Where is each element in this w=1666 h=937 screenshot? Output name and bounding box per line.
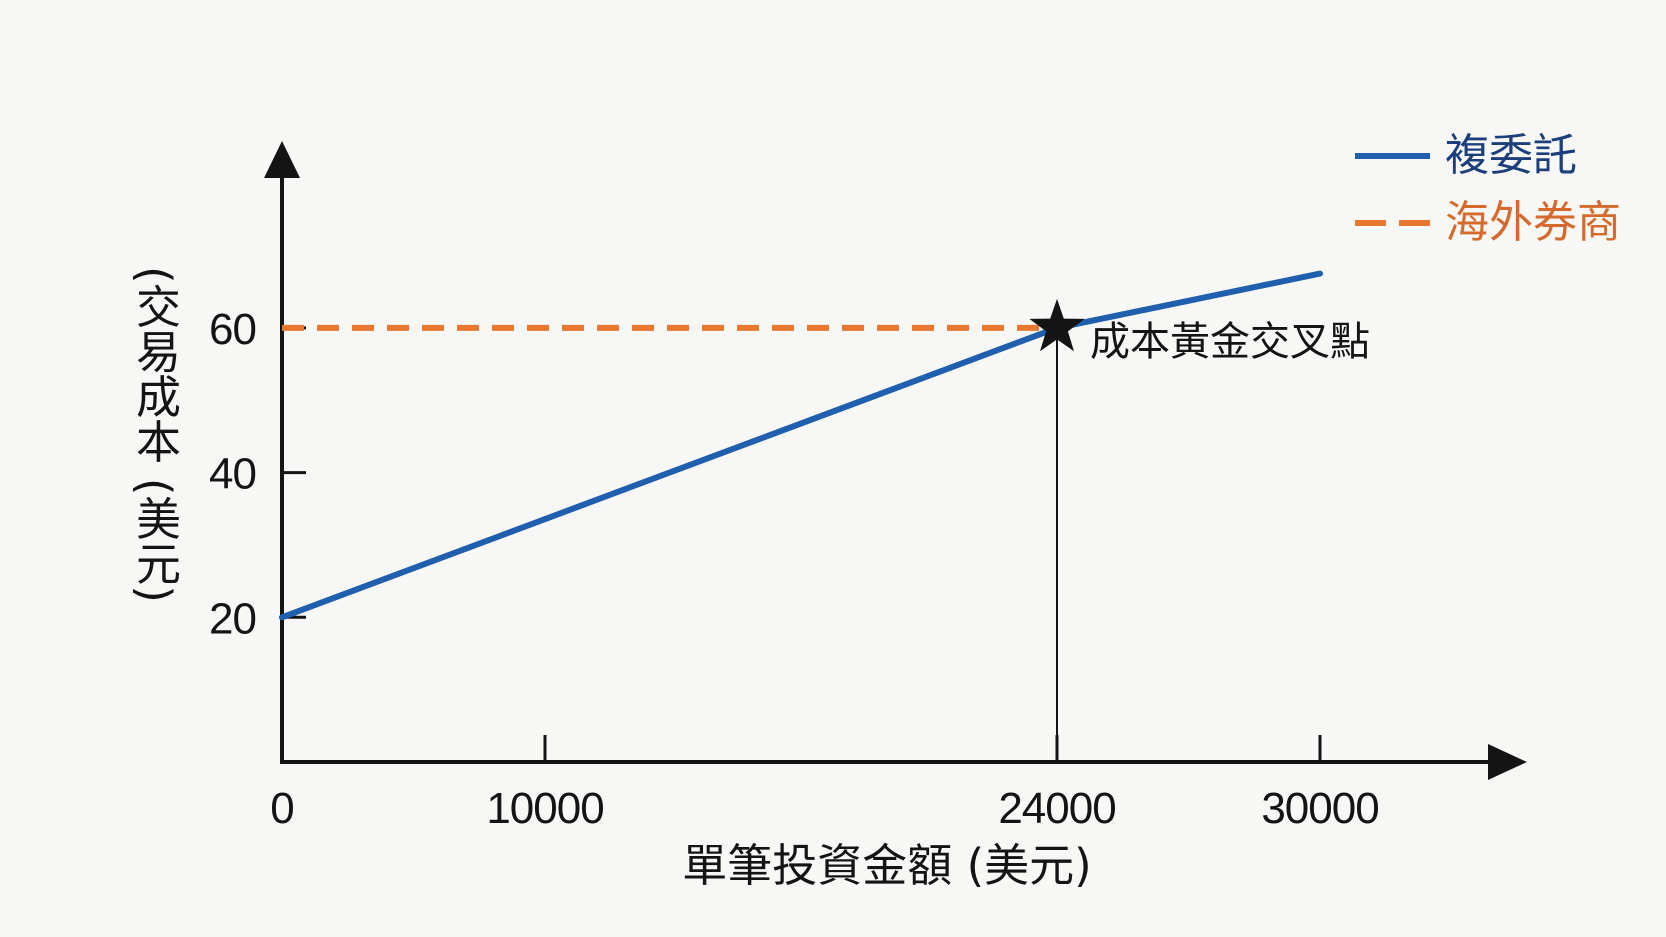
y-tick-label-60: 60 [209,305,256,354]
x-axis-label: 單筆投資金額 (美元) [682,839,1092,892]
y-axis-arrowhead [264,141,300,178]
legend-label-overseas-broker: 海外券商 [1445,197,1621,248]
annotation-markers [1029,298,1085,352]
x-tick-label-0: 0 [270,784,293,833]
x-tick-label-30000: 30000 [1261,784,1378,833]
legend-label-sub-brokerage: 複委託 [1445,130,1577,181]
crossover-annotation-label: 成本黃金交叉點 [1090,319,1370,365]
axes [264,141,1527,780]
legend-keys [1355,153,1430,226]
y-tick-label-40: 40 [209,450,256,499]
y-axis-label: (交易成本 (美元) [128,266,181,603]
x-axis-arrowhead [1488,744,1527,780]
tick-labels: 0 10000 24000 30000 20 40 60 [209,305,1380,833]
crossover-star-marker [1029,298,1085,352]
x-tick-label-10000: 10000 [486,784,603,833]
x-tick-label-24000: 24000 [998,784,1115,833]
y-tick-label-20: 20 [209,594,256,643]
axis-ticks [282,326,1322,762]
